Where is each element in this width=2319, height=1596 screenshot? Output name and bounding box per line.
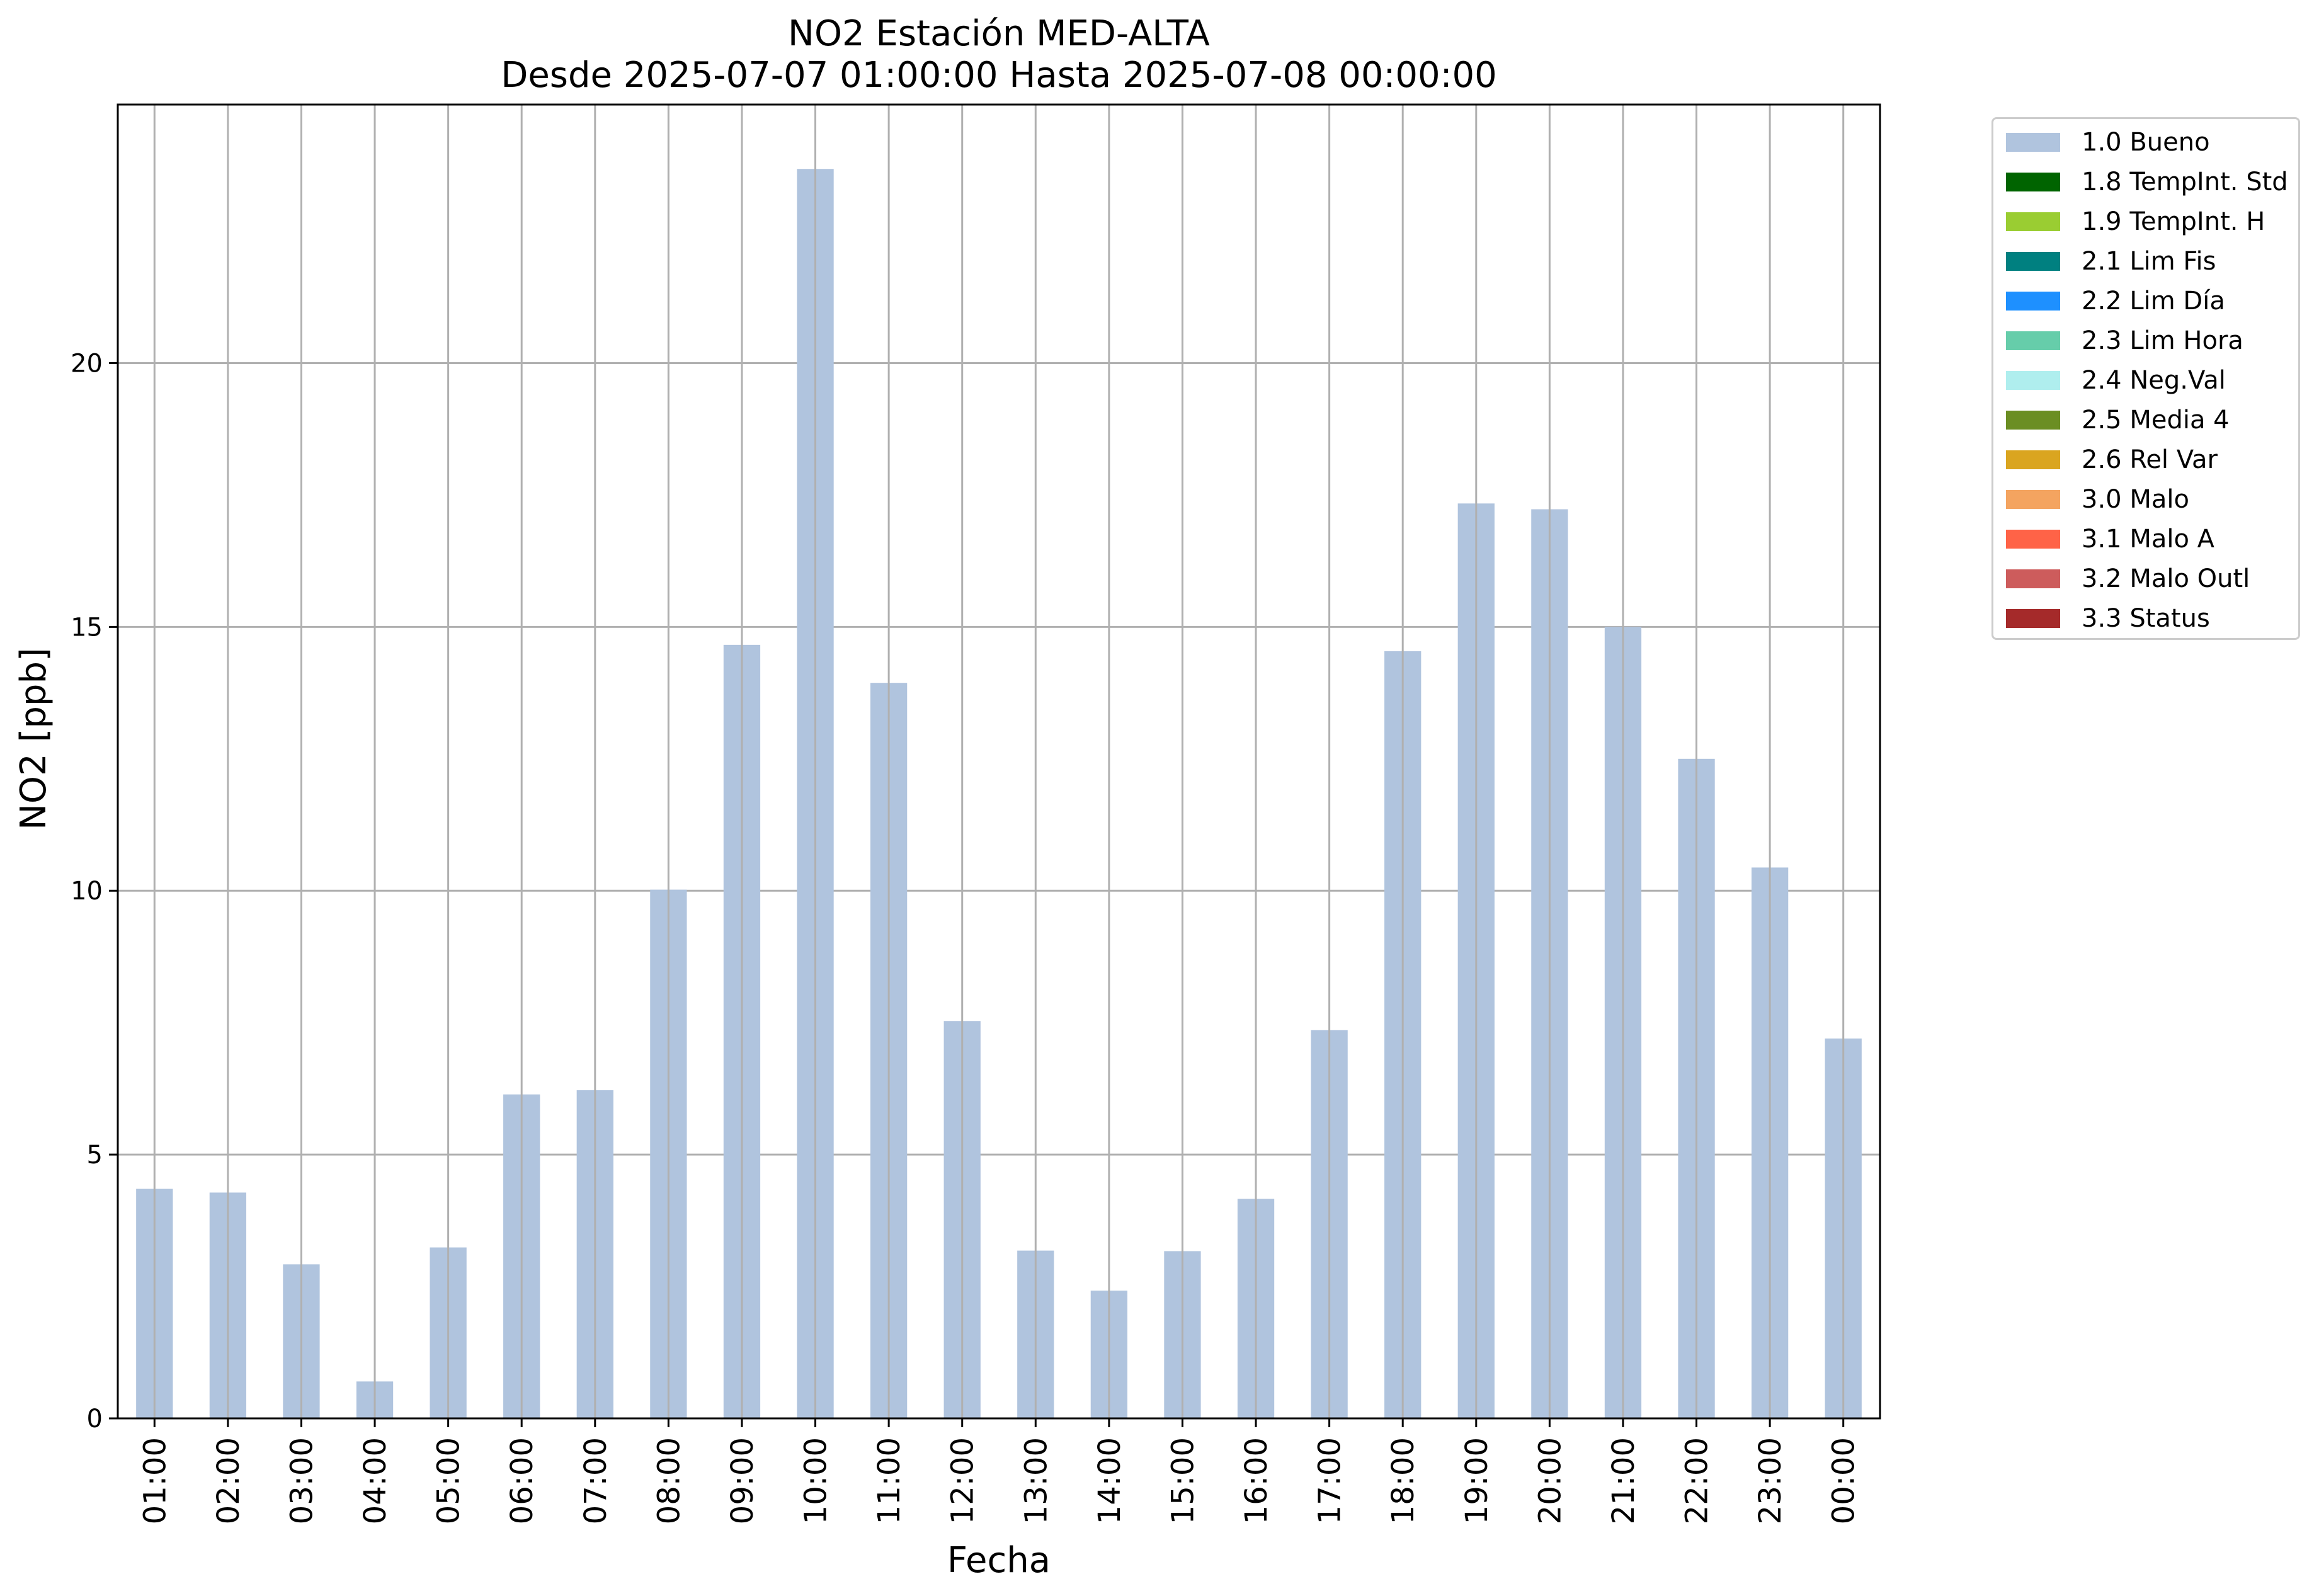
x-tick-label: 09:00 (725, 1437, 760, 1524)
legend-swatch (2006, 411, 2060, 430)
legend-swatch (2006, 609, 2060, 628)
legend-item: 3.3 Status (2006, 603, 2210, 634)
legend-label: 3.3 Status (2082, 604, 2210, 633)
x-tick-label: 11:00 (872, 1437, 907, 1524)
x-tick-label: 21:00 (1606, 1437, 1641, 1524)
legend-item: 2.2 Lim Día (2006, 285, 2225, 317)
legend-label: 3.0 Malo (2082, 485, 2189, 514)
legend-swatch (2006, 331, 2060, 350)
legend-swatch (2006, 371, 2060, 390)
x-tick-label: 04:00 (358, 1437, 393, 1524)
legend-swatch (2006, 212, 2060, 231)
legend-item: 3.2 Malo Outl (2006, 563, 2250, 595)
x-tick-label: 14:00 (1092, 1437, 1127, 1524)
x-axis-label: Fecha (947, 1540, 1051, 1581)
y-tick-label: 10 (71, 877, 103, 906)
x-tick-label: 03:00 (284, 1437, 319, 1524)
axes: 0 5 10 15 20 01:00 02:00 03:00 04:00 05:00 06:00 07… (71, 103, 1881, 1524)
legend-swatch (2006, 173, 2060, 191)
legend-item: 3.0 Malo (2006, 484, 2189, 515)
x-tick-label: 12:00 (945, 1437, 981, 1524)
legend-label: 3.2 Malo Outl (2082, 564, 2250, 593)
x-tick-label: 06:00 (504, 1437, 540, 1524)
legend-item: 2.5 Media 4 (2006, 404, 2230, 436)
x-tick-label: 10:00 (799, 1437, 834, 1524)
legend-label: 3.1 Malo A (2082, 525, 2215, 554)
legend-item: 2.4 Neg.Val (2006, 365, 2226, 396)
bars (136, 169, 1862, 1419)
legend-swatch (2006, 569, 2060, 588)
x-tick-label: 16:00 (1239, 1437, 1274, 1524)
x-tick-label: 08:00 (651, 1437, 687, 1524)
x-tick-label: 01:00 (137, 1437, 173, 1524)
legend-label: 1.8 TempInt. Std (2082, 168, 2288, 197)
legend-label: 2.2 Lim Día (2082, 287, 2225, 316)
legend-label: 2.5 Media 4 (2082, 406, 2230, 435)
x-tick-label: 05:00 (431, 1437, 467, 1524)
legend-swatch (2006, 490, 2060, 509)
legend: 1.0 Bueno 1.8 TempInt. Std 1.9 TempInt. H 2… (1991, 117, 2300, 640)
legend-item: 1.8 TempInt. Std (2006, 166, 2288, 198)
legend-item: 2.3 Lim Hora (2006, 325, 2243, 356)
legend-label: 2.4 Neg.Val (2082, 366, 2226, 395)
legend-swatch (2006, 450, 2060, 469)
legend-swatch (2006, 292, 2060, 311)
x-tick-label: 17:00 (1313, 1437, 1348, 1524)
legend-swatch (2006, 133, 2060, 152)
x-tick-label: 13:00 (1018, 1437, 1054, 1524)
legend-label: 2.6 Rel Var (2082, 445, 2218, 474)
y-tick-label: 20 (71, 349, 103, 378)
legend-item: 1.0 Bueno (2006, 127, 2210, 158)
legend-label: 2.3 Lim Hora (2082, 326, 2243, 355)
legend-label: 1.9 TempInt. H (2082, 207, 2265, 236)
legend-label: 2.1 Lim Fis (2082, 247, 2216, 276)
legend-label: 1.0 Bueno (2082, 128, 2210, 157)
x-tick-label: 22:00 (1680, 1437, 1715, 1524)
x-tick-label: 07:00 (578, 1437, 613, 1524)
chart-title: NO2 Estación MED-ALTA (788, 13, 1210, 54)
x-tick-label: 23:00 (1753, 1437, 1788, 1524)
x-tick-label: 02:00 (211, 1437, 246, 1524)
legend-item: 1.9 TempInt. H (2006, 206, 2265, 237)
y-tick-label: 0 (87, 1405, 103, 1434)
legend-swatch (2006, 530, 2060, 549)
y-tick-label: 5 (87, 1141, 103, 1170)
legend-item: 3.1 Malo A (2006, 523, 2214, 555)
y-tick-label: 15 (71, 613, 103, 642)
legend-swatch (2006, 252, 2060, 271)
x-tick-label: 19:00 (1459, 1437, 1495, 1524)
x-tick-label: 00:00 (1826, 1437, 1862, 1524)
legend-item: 2.1 Lim Fis (2006, 246, 2216, 277)
plot-frame (117, 103, 1881, 1420)
y-axis-label: NO2 [ppb] (13, 647, 54, 830)
x-tick-label: 15:00 (1165, 1437, 1200, 1524)
chart-subtitle: Desde 2025-07-07 01:00:00 Hasta 2025-07-… (501, 55, 1497, 96)
x-tick-label: 18:00 (1386, 1437, 1421, 1524)
legend-item: 2.6 Rel Var (2006, 444, 2218, 476)
x-tick-label: 20:00 (1532, 1437, 1568, 1524)
